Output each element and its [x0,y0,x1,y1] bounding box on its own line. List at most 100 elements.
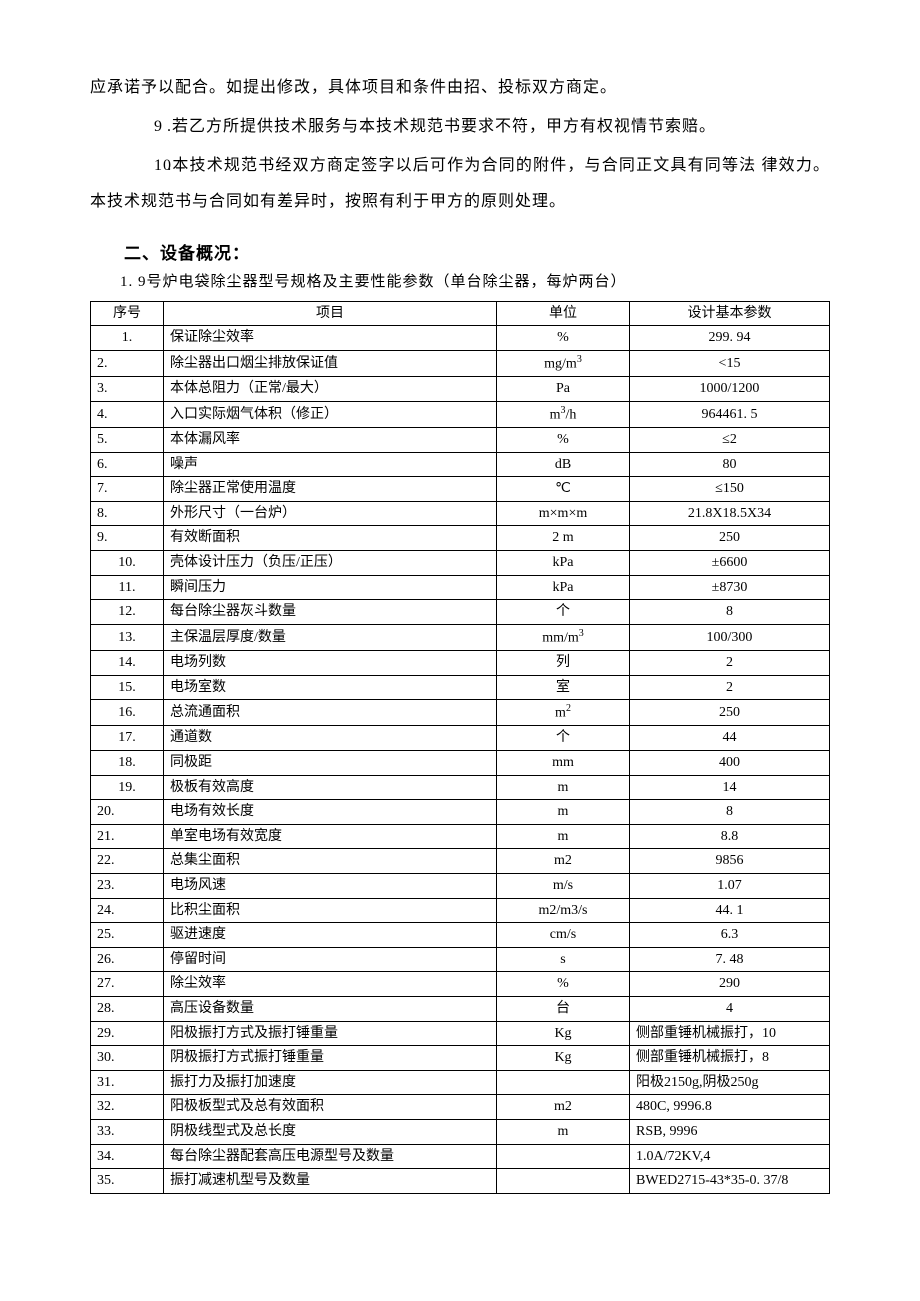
cell-value: 1.07 [630,874,830,899]
cell-unit: 室 [497,675,630,700]
table-row: 15.电场室数室2 [91,675,830,700]
table-row: 28.高压设备数量台4 [91,997,830,1022]
cell-value: 80 [630,452,830,477]
col-header-item: 项目 [164,301,497,326]
cell-seq: 1. [91,326,164,351]
cell-unit: 列 [497,651,630,676]
table-row: 6.噪声dB80 [91,452,830,477]
table-row: 30.阴极振打方式振打锤重量Kg侧部重锤机械振打，8 [91,1046,830,1071]
table-row: 3.本体总阻力（正常/最大）Pa1000/1200 [91,377,830,402]
cell-seq: 25. [91,923,164,948]
cell-value: 44. 1 [630,898,830,923]
cell-value: 21.8X18.5X34 [630,501,830,526]
cell-item: 高压设备数量 [164,997,497,1022]
table-row: 2.除尘器出口烟尘排放保证值mg/m3<15 [91,350,830,376]
cell-item: 电场有效长度 [164,800,497,825]
table-row: 20.电场有效长度m8 [91,800,830,825]
cell-item: 除尘器出口烟尘排放保证值 [164,350,497,376]
list-number: 10 [122,148,162,183]
cell-seq: 2. [91,350,164,376]
cell-seq: 33. [91,1119,164,1144]
parameters-table: 序号 项目 单位 设计基本参数 1.保证除尘效率%299. 942.除尘器出口烟… [90,301,830,1194]
cell-item: 壳体设计压力（负压/正压） [164,551,497,576]
table-row: 16.总流通面积m2250 [91,700,830,726]
table-row: 7.除尘器正常使用温度℃≤150 [91,477,830,502]
cell-value: 8 [630,800,830,825]
table-row: 27.除尘效率%290 [91,972,830,997]
cell-item: 阴极线型式及总长度 [164,1119,497,1144]
cell-item: 通道数 [164,726,497,751]
cell-seq: 35. [91,1169,164,1194]
cell-value: 1.0A/72KV,4 [630,1144,830,1169]
cell-value: ≤150 [630,477,830,502]
cell-seq: 15. [91,675,164,700]
cell-item: 比积尘面积 [164,898,497,923]
cell-unit: 2 m [497,526,630,551]
table-body: 1.保证除尘效率%299. 942.除尘器出口烟尘排放保证值mg/m3<153.… [91,326,830,1193]
cell-unit: 个 [497,726,630,751]
cell-value: 6.3 [630,923,830,948]
cell-value: ±6600 [630,551,830,576]
cell-seq: 14. [91,651,164,676]
cell-value: RSB, 9996 [630,1119,830,1144]
table-row: 23.电场风速m/s1.07 [91,874,830,899]
cell-value: 250 [630,700,830,726]
cell-item: 单室电场有效宽度 [164,824,497,849]
cell-value: 290 [630,972,830,997]
list-number: 9 [122,109,162,144]
table-row: 9.有效断面积2 m250 [91,526,830,551]
cell-item: 停留时间 [164,947,497,972]
cell-item: 主保温层厚度/数量 [164,624,497,650]
cell-item: 总流通面积 [164,700,497,726]
cell-unit: Kg [497,1046,630,1071]
table-row: 13.主保温层厚度/数量mm/m3100/300 [91,624,830,650]
cell-unit: mg/m3 [497,350,630,376]
cell-item: 除尘器正常使用温度 [164,477,497,502]
table-header-row: 序号 项目 单位 设计基本参数 [91,301,830,326]
cell-unit: 个 [497,600,630,625]
cell-item: 瞬间压力 [164,575,497,600]
col-header-val: 设计基本参数 [630,301,830,326]
table-row: 4.入口实际烟气体积（修正）m3/h964461. 5 [91,401,830,427]
cell-seq: 11. [91,575,164,600]
cell-item: 电场列数 [164,651,497,676]
table-row: 22.总集尘面积m29856 [91,849,830,874]
cell-unit: Pa [497,377,630,402]
table-row: 8.外形尺寸（一台炉）m×m×m21.8X18.5X34 [91,501,830,526]
cell-value: 8.8 [630,824,830,849]
cell-unit [497,1144,630,1169]
cell-seq: 21. [91,824,164,849]
col-header-seq: 序号 [91,301,164,326]
cell-item: 阳极振打方式及振打锤重量 [164,1021,497,1046]
cell-unit: m [497,800,630,825]
cell-seq: 16. [91,700,164,726]
cell-seq: 29. [91,1021,164,1046]
list-text: .若乙方所提供技术服务与本技术规范书要求不符，甲方有权视情节索赔。 [167,118,716,135]
cell-item: 保证除尘效率 [164,326,497,351]
cell-unit: m3/h [497,401,630,427]
cell-value: 100/300 [630,624,830,650]
cell-unit: m2/m3/s [497,898,630,923]
cell-item: 除尘效率 [164,972,497,997]
cell-seq: 30. [91,1046,164,1071]
cell-value: ≤2 [630,428,830,453]
cell-value: 9856 [630,849,830,874]
cell-value: 400 [630,751,830,776]
table-row: 11.瞬间压力kPa±8730 [91,575,830,600]
cell-item: 每台除尘器配套高压电源型号及数量 [164,1144,497,1169]
cell-item: 外形尺寸（一台炉） [164,501,497,526]
cell-seq: 27. [91,972,164,997]
table-caption: 1. 9号炉电袋除尘器型号规格及主要性能参数（单台除尘器，每炉两台） [120,270,830,291]
cell-unit: m2 [497,1095,630,1120]
cell-value: 964461. 5 [630,401,830,427]
cell-value: 2 [630,675,830,700]
table-row: 1.保证除尘效率%299. 94 [91,326,830,351]
cell-value: 4 [630,997,830,1022]
cell-seq: 12. [91,600,164,625]
cell-unit: Kg [497,1021,630,1046]
cell-item: 总集尘面积 [164,849,497,874]
cell-seq: 8. [91,501,164,526]
cell-seq: 6. [91,452,164,477]
cell-unit: 台 [497,997,630,1022]
table-row: 31.振打力及振打加速度阳极2150g,阴极250g [91,1070,830,1095]
